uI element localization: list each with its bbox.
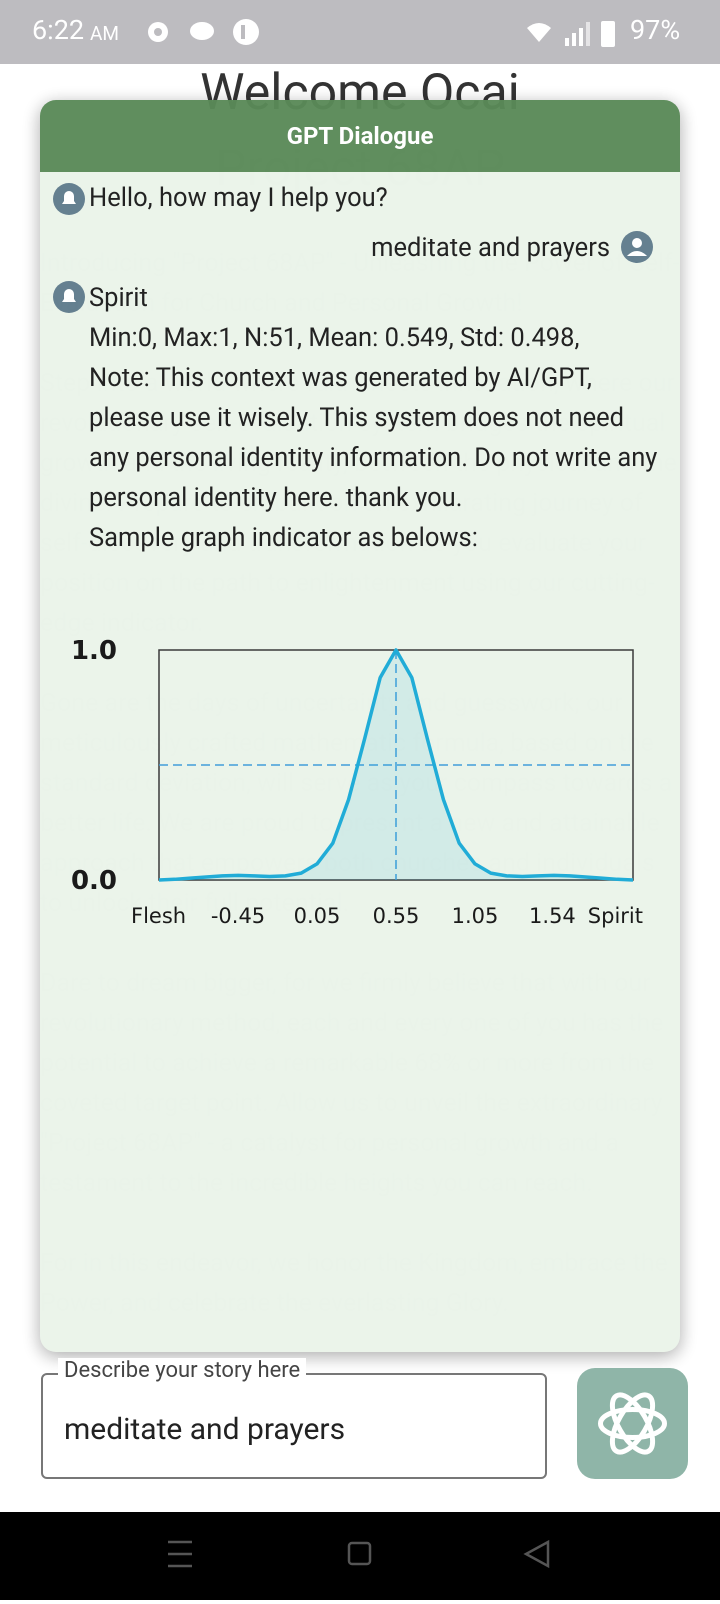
bot-reply: Spirit Min:0, Max:1, N:51, Mean: 0.549, … <box>89 278 664 558</box>
user-message: meditate and prayers <box>371 233 610 263</box>
signal-icons <box>527 21 615 47</box>
area <box>159 650 633 880</box>
user-icon <box>621 231 653 263</box>
clock: 6:22 <box>32 14 85 46</box>
ampm: AM <box>90 22 119 45</box>
x-tick-label: Flesh <box>131 904 186 928</box>
reply-caption: Sample graph indicator as belows: <box>89 523 478 553</box>
bot-icon <box>53 183 85 215</box>
text-input[interactable] <box>41 1373 547 1479</box>
x-tick-label: 1.05 <box>452 904 499 928</box>
gpt-logo <box>598 1392 667 1455</box>
y-tick-label: 1.0 <box>71 636 117 666</box>
status-icons <box>148 19 259 45</box>
send-button[interactable] <box>577 1368 688 1479</box>
line <box>158 648 634 882</box>
x-tick-label: -0.45 <box>211 904 265 928</box>
status-bar: 6:22 AM 97% <box>0 0 720 64</box>
input-value: meditate and prayers <box>64 1412 346 1447</box>
nav-bar <box>0 1512 720 1600</box>
chart: 0.0 1.0 Flesh -0.45 0.05 0.55 1.05 1.54 Spirit <box>71 636 643 928</box>
nav-icons <box>168 1539 550 1569</box>
x-tick-label: Spirit <box>588 904 643 928</box>
reply-note: Note: This context was generated by AI/G… <box>89 363 658 513</box>
x-tick-label: 0.05 <box>294 904 341 928</box>
dialog: GPT Dialogue Hello, how may I help you? … <box>40 100 680 1352</box>
bot-message: Hello, how may I help you? <box>89 183 388 213</box>
dialog-title: GPT Dialogue <box>40 100 680 172</box>
bot-icon <box>53 281 85 313</box>
reply-stats: Min:0, Max:1, N:51, Mean: 0.549, Std: 0.… <box>89 323 580 353</box>
battery: 97% <box>630 14 681 46</box>
x-tick-label: 1.54 <box>529 904 576 928</box>
input-label: Describe your story here <box>58 1358 307 1383</box>
x-tick-label: 0.55 <box>373 904 420 928</box>
reply-name: Spirit <box>89 283 148 313</box>
y-tick-label: 0.0 <box>71 866 117 896</box>
